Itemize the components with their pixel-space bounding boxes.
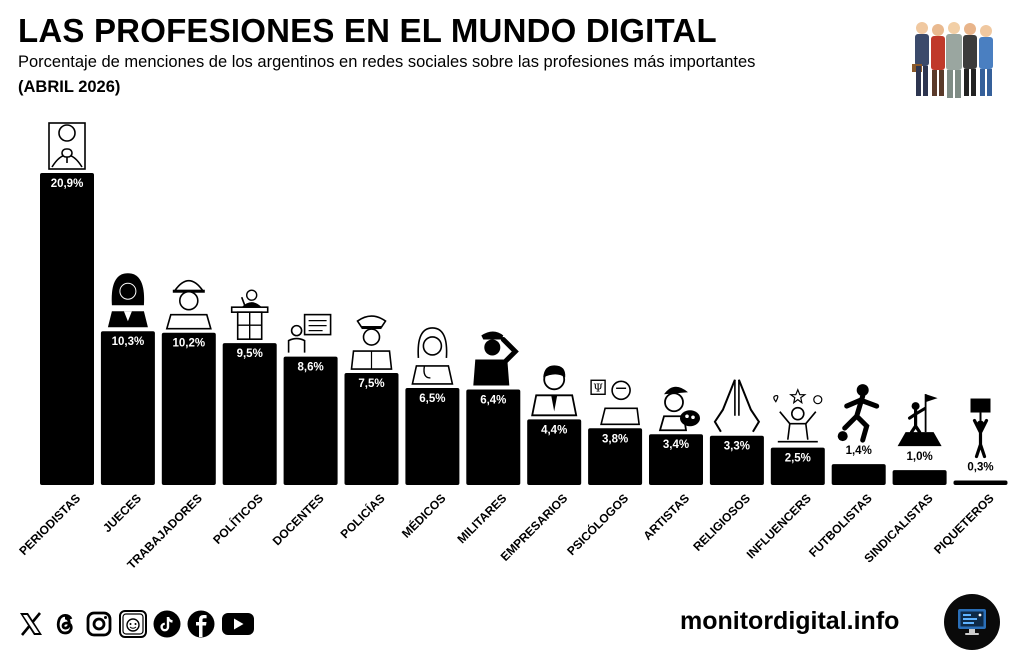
category-label: JUECES: [100, 491, 144, 535]
bar-trabajadores: [161, 332, 216, 485]
instagram-icon[interactable]: [84, 609, 114, 639]
bar-docentes: [283, 356, 338, 485]
bar-value-label: 8,6%: [297, 362, 323, 374]
bar-value-label: 2,5%: [785, 453, 811, 465]
teacher-board-icon: [287, 313, 332, 353]
category-label: EMPRESARIOS: [498, 491, 571, 564]
doctor-icon: [411, 327, 454, 385]
category-label: DOCENTES: [270, 491, 327, 548]
politician-podium-icon: [230, 289, 269, 340]
bar-value-label: 20,9%: [51, 178, 84, 190]
bar-policías: [344, 373, 399, 485]
bar-value-label: 6,5%: [419, 393, 445, 405]
bar-influencers: [770, 447, 825, 485]
influencer-icon: [773, 388, 823, 443]
bar-value-label: 7,5%: [358, 378, 384, 390]
unionist-flag-icon: [897, 394, 942, 447]
x-icon[interactable]: [16, 609, 46, 639]
category-label: FUTBOLISTAS: [806, 491, 875, 560]
svg-text:Ψ: Ψ: [593, 381, 603, 394]
category-label: POLÍTICOS: [209, 491, 265, 547]
category-label: PERIODISTAS: [16, 491, 83, 558]
threads-icon[interactable]: [50, 609, 80, 639]
artist-palette-icon: [658, 386, 700, 432]
page-title: LAS PROFESIONES EN EL MUNDO DIGITAL: [18, 12, 717, 49]
bar-religiosos: [709, 435, 764, 485]
bar-value-label: 1,4%: [846, 445, 872, 457]
protester-sign-icon: [970, 398, 991, 459]
category-label: MÉDICOS: [398, 491, 448, 541]
bar-value-label: 1,0%: [906, 451, 932, 463]
bar-periodistas: [40, 173, 94, 485]
social-icons: [16, 606, 256, 642]
tiktok-icon[interactable]: [152, 609, 182, 639]
bar-psicólogos: [588, 428, 643, 485]
footballer-icon: [837, 384, 880, 443]
bar-value-label: 4,4%: [541, 424, 567, 436]
category-label: INFLUENCERS: [744, 491, 814, 561]
category-label: POLICÍAS: [337, 491, 388, 542]
page-subtitle: Porcentaje de menciones de los argentino…: [18, 53, 756, 71]
bar-médicos: [405, 387, 460, 485]
bar-empresarios: [527, 419, 582, 485]
bar-value-label: 9,5%: [237, 348, 263, 360]
bar-value-label: 10,3%: [112, 336, 145, 348]
bar-value-label: 0,3%: [967, 462, 993, 474]
category-label: ARTISTAS: [640, 491, 692, 543]
bar-jueces: [100, 331, 155, 485]
monitor-digital-logo-icon: [944, 594, 1000, 650]
bar-value-label: 3,8%: [602, 433, 628, 445]
bar-value-label: 6,4%: [480, 394, 506, 406]
judge-icon: [107, 273, 148, 328]
praying-hands-icon: [713, 379, 761, 433]
bar-sindicalistas: [892, 470, 947, 485]
category-label: PIQUETEROS: [931, 491, 997, 557]
bar-militares: [466, 389, 521, 485]
monitor-app-icon[interactable]: [118, 609, 148, 639]
professionals-group-icon: [912, 22, 993, 98]
military-salute-icon: [473, 331, 519, 386]
category-label: PSICÓLOGOS: [564, 491, 632, 559]
bar-chart: 20,9%PERIODISTAS10,3%JUECES10,2%TRABAJAD…: [16, 122, 1008, 572]
category-label: MILITARES: [454, 491, 509, 546]
bar-futbolistas: [831, 464, 886, 485]
businessman-icon: [531, 365, 578, 417]
bar-políticos: [222, 343, 277, 485]
police-officer-icon: [350, 315, 393, 370]
facebook-icon[interactable]: [186, 609, 216, 639]
psychologist-icon: Ψ: [590, 379, 641, 426]
bar-value-label: 3,4%: [663, 439, 689, 451]
category-label: RELIGIOSOS: [690, 491, 753, 554]
bar-artistas: [649, 434, 703, 485]
bar-value-label: 3,3%: [724, 441, 750, 453]
youtube-icon[interactable]: [220, 609, 256, 639]
bar-value-label: 10,2%: [172, 338, 205, 350]
worker-helmet-icon: [165, 279, 212, 330]
journalist-microphone-icon: [48, 122, 86, 170]
date-label: (ABRIL 2026): [18, 78, 121, 96]
bar-piqueteros: [953, 480, 1008, 485]
site-url[interactable]: monitordigital.info: [680, 607, 900, 635]
